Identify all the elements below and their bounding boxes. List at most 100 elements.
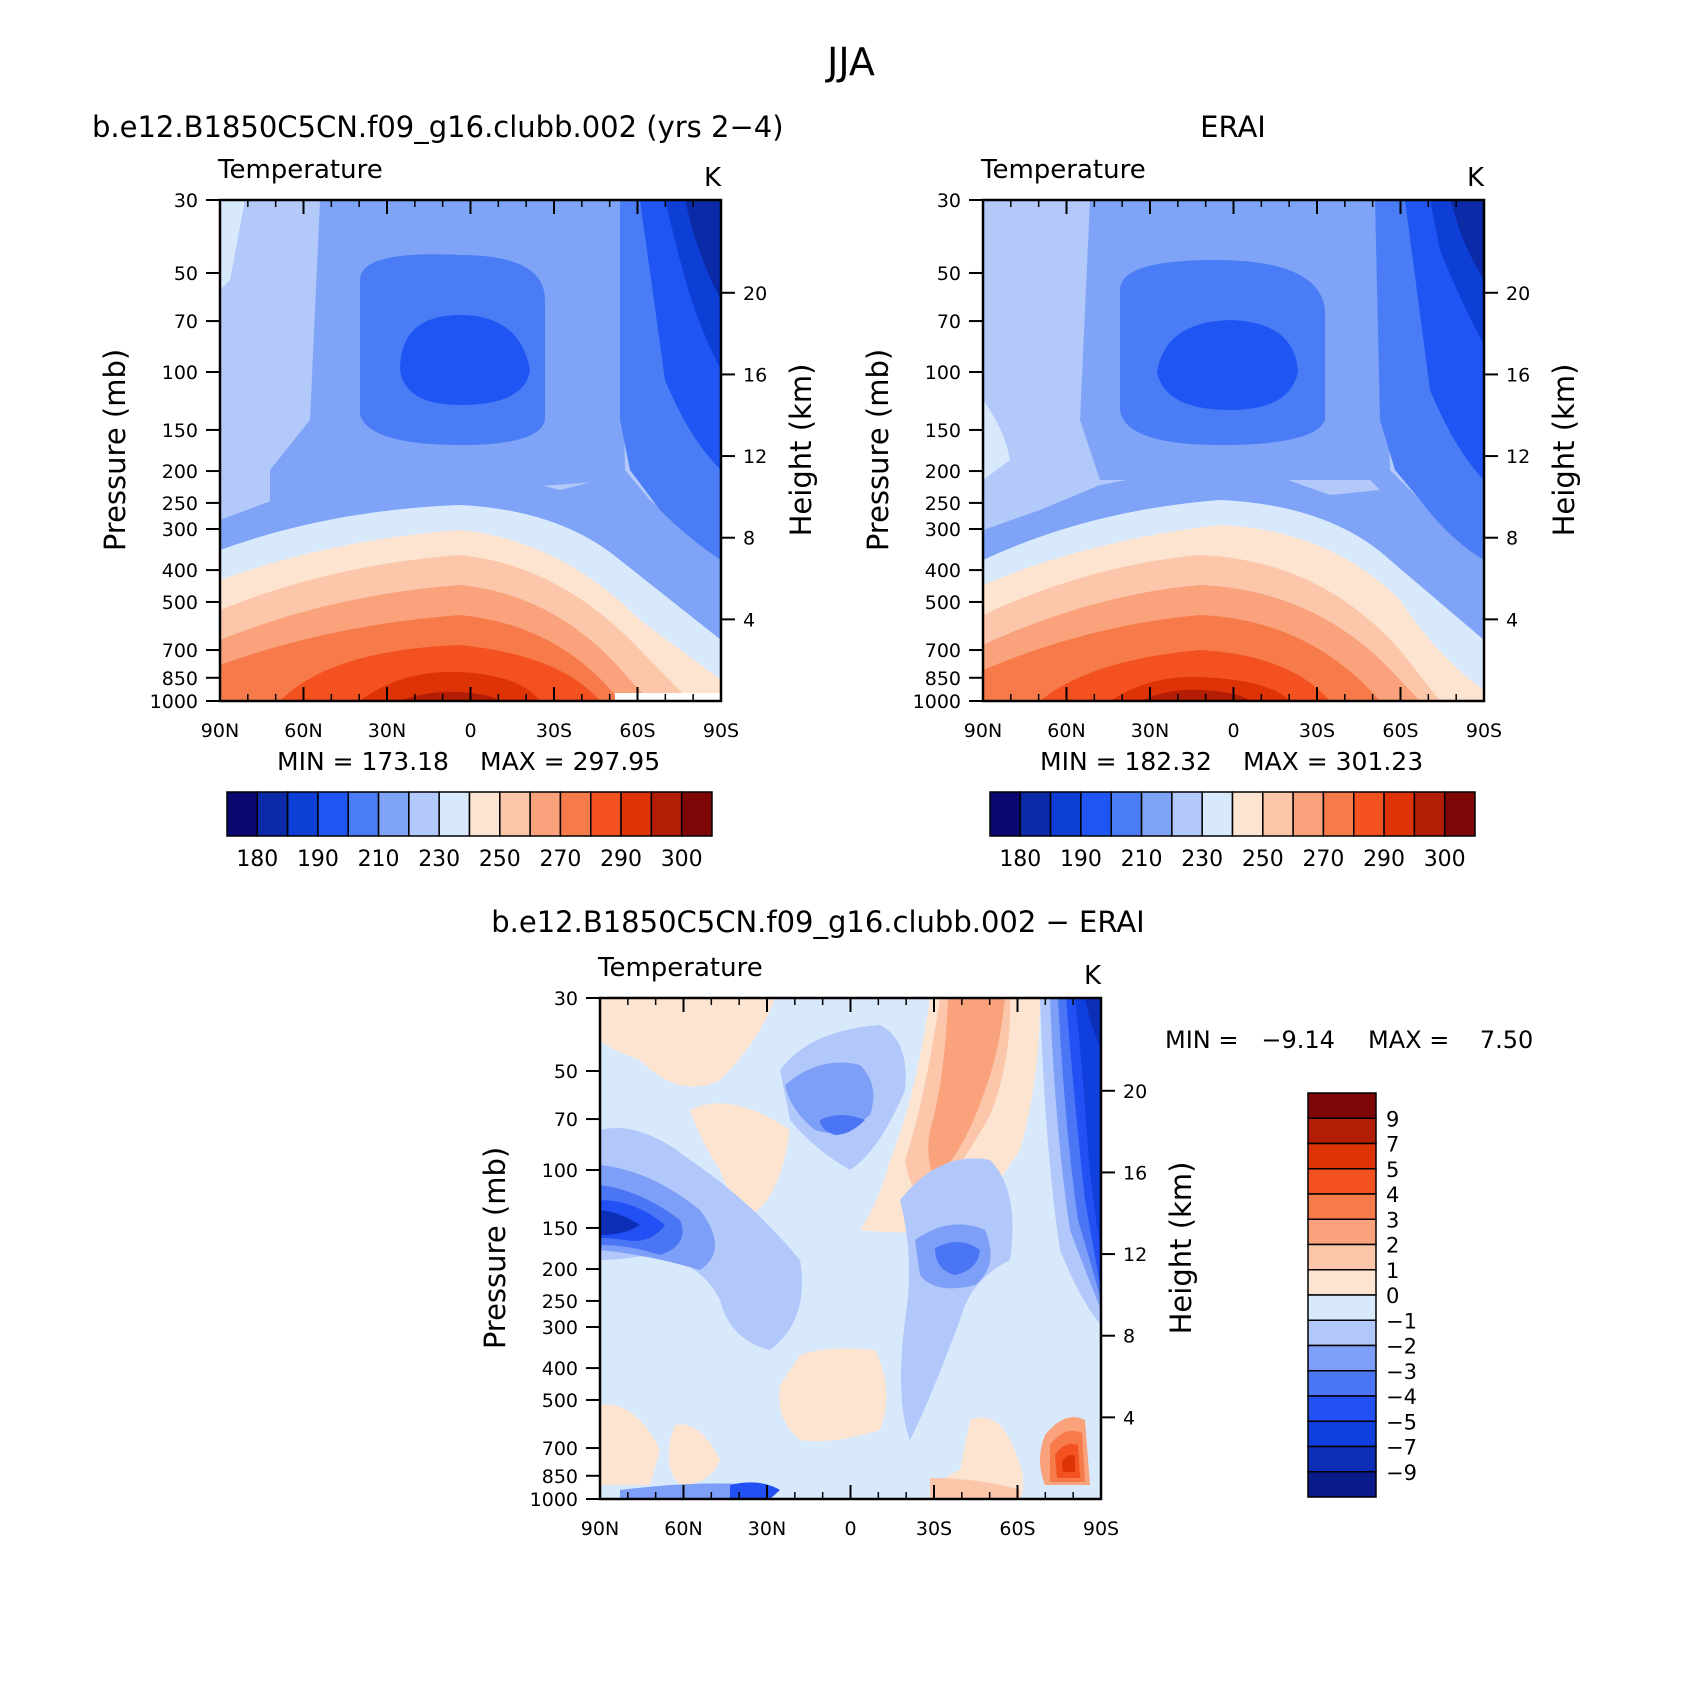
colorbar-label: 250	[479, 847, 521, 872]
panel-model-variable: Temperature	[217, 155, 383, 185]
y-tick-label: 150	[542, 1218, 578, 1240]
x-tick-label: 30N	[1131, 720, 1169, 742]
y2-tick-label: 20	[1123, 1081, 1147, 1103]
colorbar-box	[286, 791, 319, 837]
colorbar-label: 300	[661, 847, 703, 872]
panel-diff-ylabel: Pressure (mb)	[478, 1147, 512, 1349]
colorbar-box	[1307, 1471, 1377, 1498]
colorbar-box	[1307, 1370, 1377, 1397]
colorbar-label: 1	[1386, 1259, 1399, 1283]
colorbar-label: 180	[236, 847, 278, 872]
colorbar-label: 270	[1302, 847, 1344, 872]
colorbar-label: −9	[1386, 1461, 1417, 1485]
y-tick-label: 250	[542, 1291, 578, 1313]
y-tick-label: 400	[542, 1358, 578, 1380]
colorbar-box	[347, 791, 380, 837]
colorbar-box	[438, 791, 471, 837]
colorbar-box	[1307, 1445, 1377, 1473]
x-tick-label: 90N	[581, 1518, 619, 1540]
y-tick-label: 200	[162, 461, 198, 483]
colorbar-box	[1383, 791, 1416, 837]
y-tick-label: 400	[162, 560, 198, 582]
y2-tick-label: 12	[1123, 1244, 1147, 1266]
panel-diff: b.e12.B1850C5CN.f09_g16.clubb.002 − ERAI…	[478, 905, 1533, 1540]
panel-model-ylabel: Pressure (mb)	[98, 349, 132, 551]
y-tick-label: 200	[925, 461, 961, 483]
colorbar-box	[1049, 791, 1082, 837]
colorbar-box	[1231, 791, 1264, 837]
colorbar-label: 9	[1386, 1107, 1399, 1131]
colorbar-label: 250	[1242, 847, 1284, 872]
colorbar-box	[1322, 791, 1355, 837]
colorbar-label: 300	[1424, 847, 1466, 872]
x-tick-label: 0	[844, 1518, 856, 1540]
y2-tick-label: 12	[1506, 446, 1530, 468]
panel-obs-ylabel: Pressure (mb)	[861, 349, 895, 551]
y-tick-label: 250	[925, 493, 961, 515]
x-tick-label: 60N	[1047, 720, 1085, 742]
panel-obs-title: ERAI	[1200, 110, 1266, 144]
y-tick-label: 30	[174, 190, 198, 212]
y-tick-label: 700	[162, 640, 198, 662]
colorbar-box	[1307, 1319, 1377, 1347]
panel-model-field	[220, 200, 721, 701]
y-tick-label: 500	[925, 592, 961, 614]
y-tick-label: 300	[925, 519, 961, 541]
colorbar-label: 7	[1386, 1133, 1399, 1157]
y-tick-label: 300	[162, 519, 198, 541]
colorbar-label: 230	[418, 847, 460, 872]
colorbar-box	[1307, 1420, 1377, 1448]
colorbar-box	[1307, 1193, 1377, 1220]
y-tick-label: 150	[162, 420, 198, 442]
y2-tick-label: 4	[743, 609, 755, 631]
x-tick-label: 60S	[619, 720, 655, 742]
panel-obs: ERAI Temperature K 90N 60N 30N 0 30S 60S 90S 30…	[861, 110, 1581, 872]
y-tick-label: 70	[937, 311, 961, 333]
colorbar-box	[1413, 791, 1446, 837]
panel-model-max: MAX = 297.95	[480, 747, 660, 776]
x-tick-label: 0	[1227, 720, 1239, 742]
panel-diff-variable: Temperature	[597, 953, 763, 983]
x-tick-label: 60S	[999, 1518, 1035, 1540]
panel-obs-variable: Temperature	[980, 155, 1146, 185]
y-tick-label: 400	[925, 560, 961, 582]
panel-diff-title: b.e12.B1850C5CN.f09_g16.clubb.002 − ERAI	[491, 905, 1144, 939]
x-tick-label: 90S	[1083, 1518, 1119, 1540]
y-tick-label: 700	[542, 1438, 578, 1460]
y2-tick-label: 8	[1123, 1326, 1135, 1348]
colorbar-label: −2	[1386, 1335, 1417, 1359]
x-tick-label: 30S	[536, 720, 572, 742]
y-tick-label: 200	[542, 1259, 578, 1281]
colorbar-box	[1307, 1243, 1377, 1271]
colorbar-box	[256, 791, 289, 837]
y2-tick-label: 16	[1506, 364, 1530, 386]
colorbar-box	[1307, 1269, 1377, 1296]
y2-tick-label: 16	[1123, 1162, 1147, 1184]
y-tick-label: 1000	[150, 691, 198, 713]
panel-diff-units: K	[1084, 961, 1102, 991]
x-tick-label: 90N	[201, 720, 239, 742]
y-tick-label: 150	[925, 420, 961, 442]
colorbar-box	[317, 791, 349, 837]
colorbar-box	[468, 791, 501, 837]
panel-diff-max: MAX = 7.50	[1368, 1026, 1533, 1054]
colorbar-box	[1307, 1168, 1377, 1195]
colorbar-box	[1307, 1142, 1377, 1170]
colorbar-label: 2	[1386, 1234, 1399, 1258]
colorbar-label: 5	[1386, 1158, 1399, 1182]
colorbar-label: 4	[1386, 1183, 1399, 1207]
colorbar-box	[1201, 791, 1234, 837]
y2-tick-label: 8	[1506, 528, 1518, 550]
x-tick-label: 30S	[1299, 720, 1335, 742]
colorbar-box	[226, 791, 259, 837]
y-tick-label: 300	[542, 1317, 578, 1339]
colorbar-box	[1307, 1218, 1377, 1246]
y-tick-label: 100	[925, 362, 961, 384]
x-tick-label: 30S	[916, 1518, 952, 1540]
colorbar-label: 290	[600, 847, 642, 872]
colorbar-box	[1080, 791, 1112, 837]
y2-tick-label: 20	[1506, 283, 1530, 305]
colorbar-box	[590, 791, 622, 837]
colorbar-box	[1292, 791, 1325, 837]
